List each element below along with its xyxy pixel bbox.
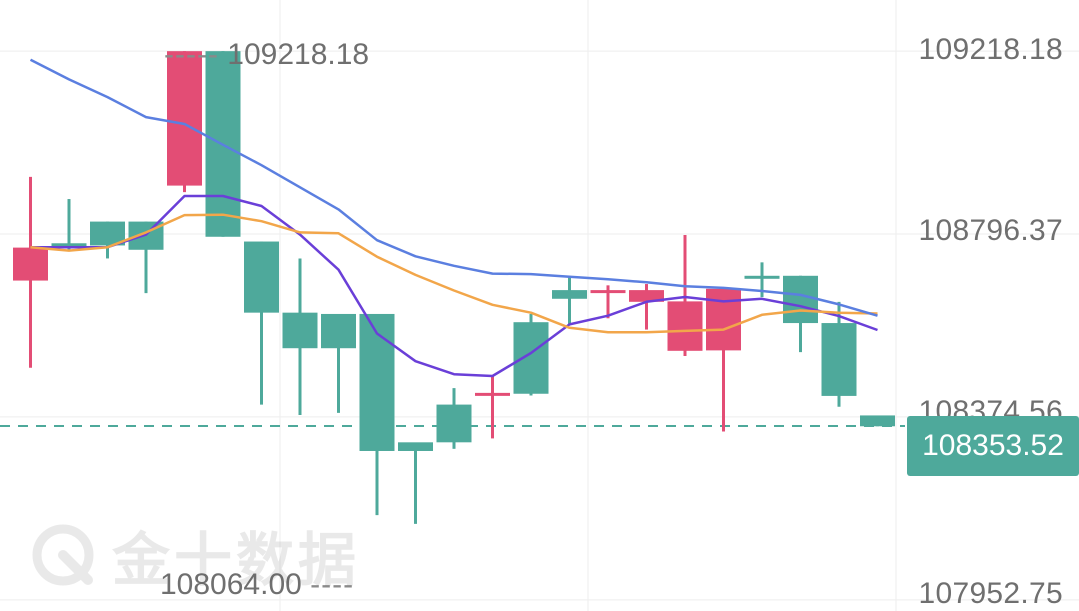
candles: [13, 51, 895, 524]
candle-body: [706, 288, 741, 351]
candle: [51, 199, 87, 250]
candle-body: [321, 313, 356, 349]
candle: [783, 275, 818, 353]
candle: [629, 284, 664, 330]
candle-body: [244, 241, 279, 313]
candle-body: [436, 404, 472, 443]
candle: [282, 258, 318, 415]
candle-body: [629, 290, 664, 302]
candle-body: [13, 247, 48, 281]
high-marker: ----- 109218.18: [164, 38, 370, 71]
candle-body: [860, 415, 895, 427]
candle-body: [667, 301, 703, 351]
candle: [90, 221, 125, 259]
candle-body: [282, 312, 318, 349]
watermark: 金十数据: [30, 520, 360, 594]
candle-body: [513, 322, 549, 394]
candle-body: [90, 221, 125, 246]
candle-body: [821, 323, 857, 396]
candle: [475, 375, 510, 439]
candle-body: [783, 275, 818, 324]
moving-average-line: [30, 194, 878, 378]
candle: [436, 388, 472, 449]
moving-averages: [29, 58, 878, 378]
y-tick-label: 108796.37: [918, 214, 1063, 247]
candle: [167, 51, 202, 193]
y-tick-label: 109218.18: [918, 33, 1063, 66]
candle-body: [398, 442, 433, 451]
candle: [590, 285, 626, 319]
candle: [398, 442, 433, 524]
low-value: 108064.00: [160, 568, 302, 601]
candle: [244, 241, 279, 405]
candle: [552, 277, 587, 325]
high-value: 109218.18: [227, 38, 370, 71]
moving-average-line: [29, 58, 878, 317]
moving-average-line: [30, 213, 878, 334]
y-tick-label: 107952.75: [918, 577, 1063, 610]
candle-body: [359, 313, 395, 451]
low-marker: 108064.00 ----: [160, 568, 355, 601]
candle-body: [552, 290, 587, 299]
candle: [821, 301, 857, 407]
candle-body: [167, 51, 202, 186]
candle: [706, 288, 741, 432]
candle-body: [51, 243, 87, 247]
candle: [321, 313, 356, 413]
candle: [13, 176, 48, 368]
last-price-tag: 108353.52: [907, 416, 1079, 476]
candle: [667, 235, 703, 357]
candle: [359, 313, 395, 516]
candle-body: [590, 290, 626, 294]
candle-body: [744, 275, 780, 279]
candle-body: [475, 392, 510, 396]
candle: [513, 313, 549, 396]
candle: [860, 415, 895, 427]
watermark-text: 金十数据: [112, 526, 361, 594]
watermark-logo-icon: [32, 524, 94, 586]
